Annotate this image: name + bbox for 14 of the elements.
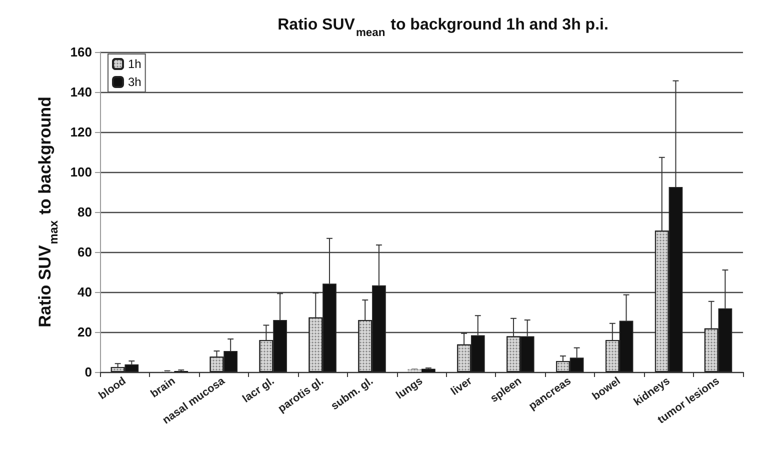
y-tick-label: 60 xyxy=(78,244,92,260)
y-tick-label: 0 xyxy=(84,364,92,380)
y-tick-label: 80 xyxy=(78,204,92,220)
y-tick-label: 120 xyxy=(70,124,92,140)
y-tick-label: 40 xyxy=(78,284,92,300)
y-tick-label: 100 xyxy=(70,164,92,180)
y-tick-label: 140 xyxy=(70,84,92,100)
y-tick-label: 20 xyxy=(78,324,92,340)
y-axis-title: Ratio SUVmax to background xyxy=(35,96,60,328)
y-tick-label: 160 xyxy=(70,44,92,60)
legend-label: 3h xyxy=(128,75,142,89)
x-tick-label: liver xyxy=(448,374,475,398)
legend-label: 1h xyxy=(128,57,142,71)
x-tick-label: lacr gl. xyxy=(240,375,277,406)
